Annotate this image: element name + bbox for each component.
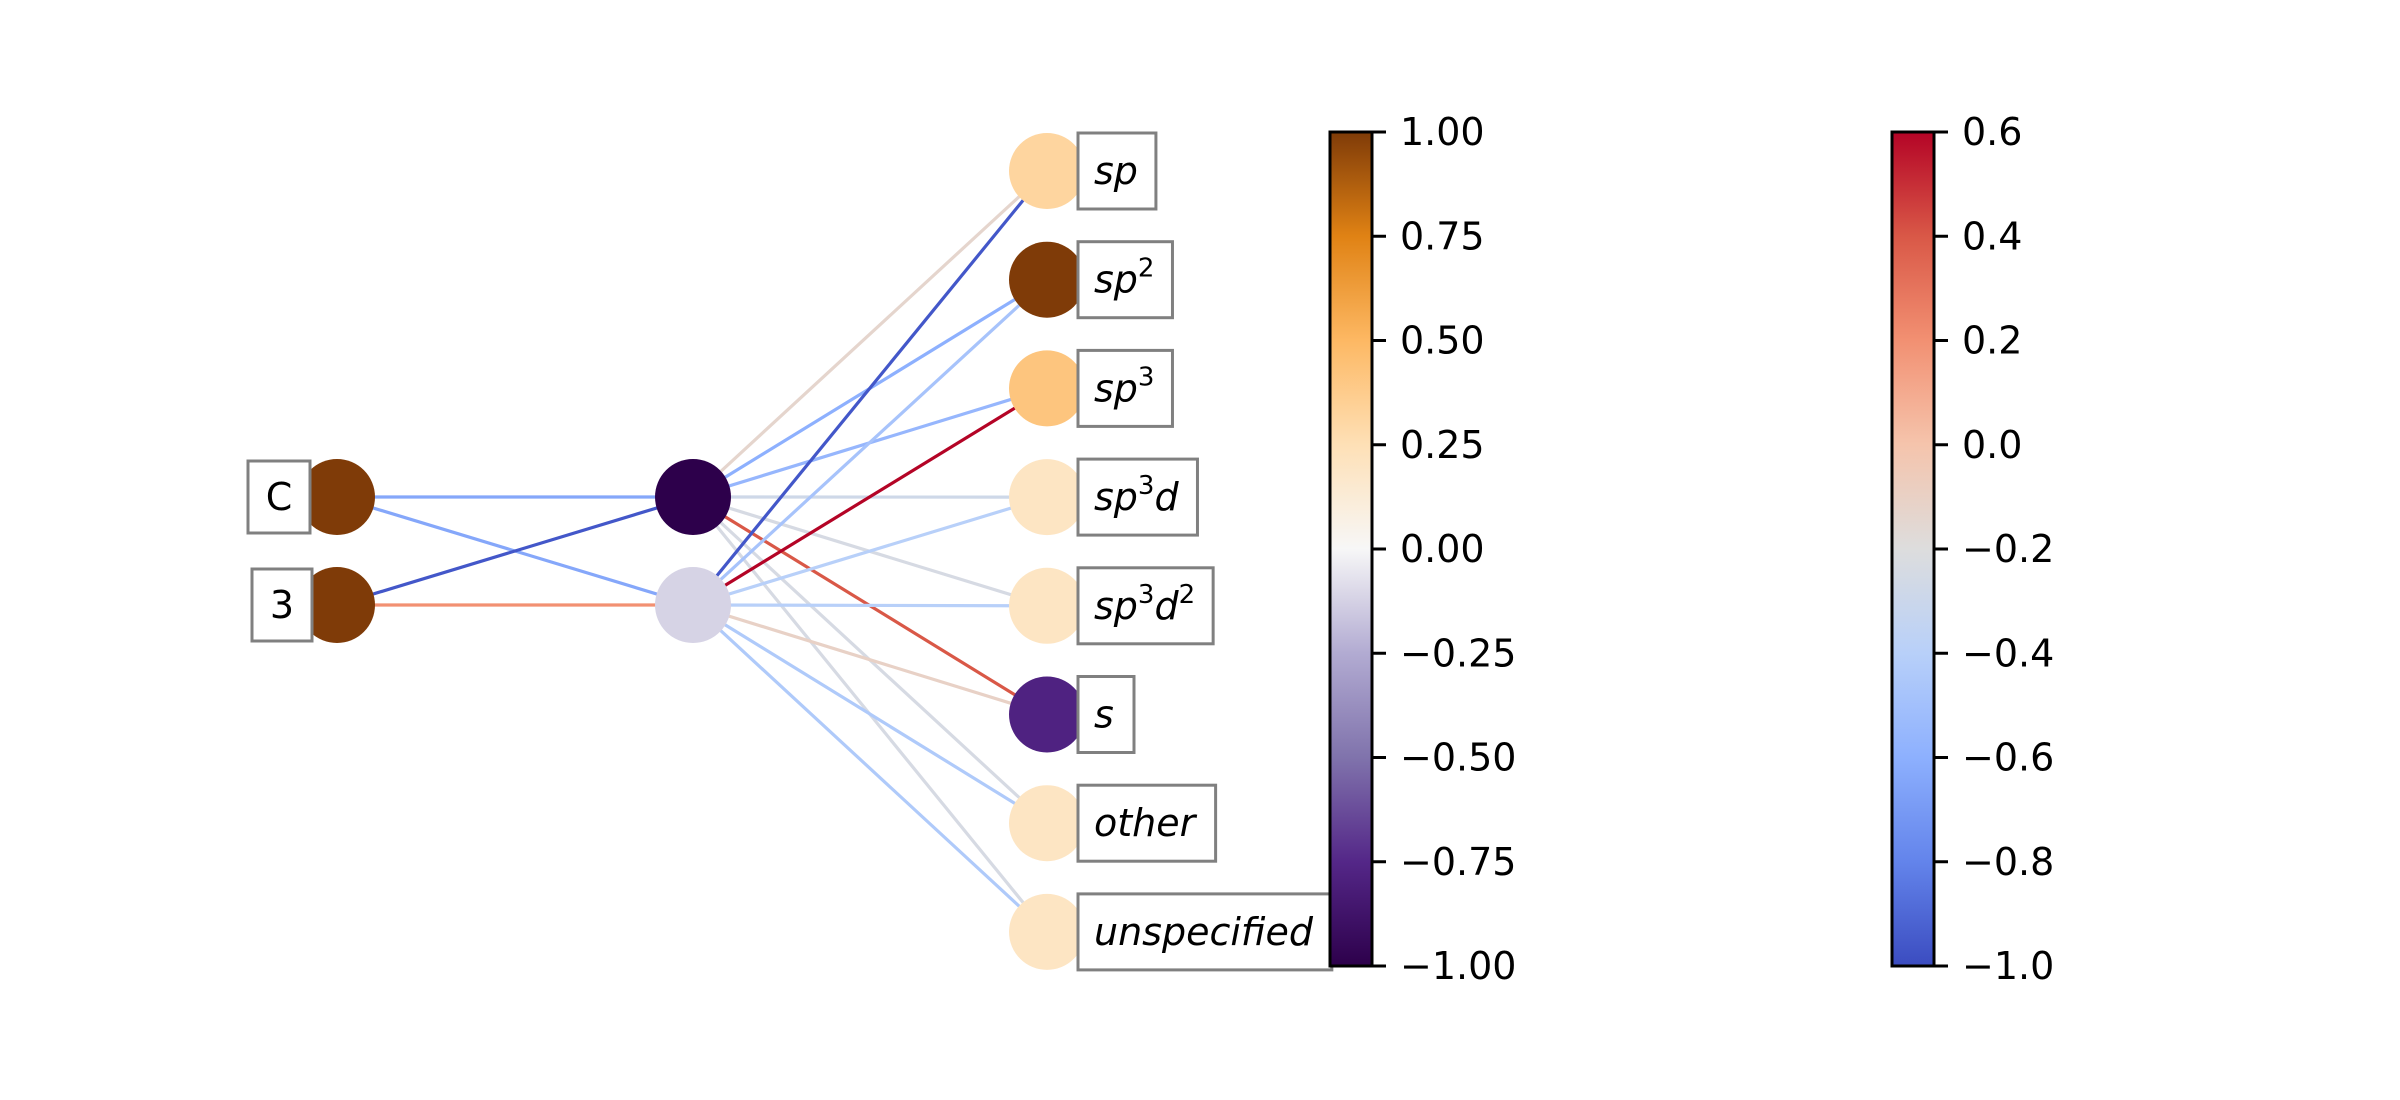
output-label-text: s bbox=[1094, 693, 1114, 737]
edge-input-hidden-2 bbox=[336, 495, 694, 607]
colorbar-tick-label: 0.75 bbox=[1400, 214, 1485, 258]
output-node bbox=[1009, 133, 1085, 209]
output-label-text: sp3 bbox=[1094, 362, 1154, 410]
colorbar-tick-label: −1.00 bbox=[1400, 944, 1516, 988]
edge-hidden-output-12 bbox=[692, 603, 1048, 608]
edge-hidden-output-13 bbox=[692, 603, 1048, 717]
output-label-text: other bbox=[1094, 801, 1198, 845]
node-colorbar-ticks: 1.00 0.75 0.50 0.25 0.00 −0.25 −0.50 −0.75 −1.00 bbox=[1372, 110, 1516, 988]
edge-hidden-output-10 bbox=[692, 387, 1048, 607]
output-label-box bbox=[1076, 675, 1136, 754]
output-label: s bbox=[1076, 675, 1136, 754]
input-label: C bbox=[266, 475, 293, 519]
colorbar-tick-label: 0.2 bbox=[1962, 319, 2022, 363]
edge-hidden-output-0 bbox=[691, 169, 1049, 499]
edge-hidden-output-8 bbox=[691, 169, 1049, 607]
output-label: sp3 bbox=[1076, 348, 1174, 428]
colorbar-tick-label: −0.25 bbox=[1400, 631, 1516, 675]
output-node bbox=[1009, 676, 1085, 753]
node-colorbar: 1.00 0.75 0.50 0.25 0.00 −0.25 −0.50 −0.75 −1.00 bbox=[1328, 110, 1516, 988]
output-node bbox=[1009, 459, 1085, 536]
output-label: sp bbox=[1076, 131, 1158, 211]
edge-colorbar-gradient bbox=[1892, 132, 1934, 966]
colorbar-tick-label: 0.00 bbox=[1400, 527, 1485, 571]
input-label: 3 bbox=[270, 583, 294, 627]
colorbar-tick-label: −0.50 bbox=[1400, 736, 1516, 780]
edge-colorbar: 0.6 0.4 0.2 0.0 −0.2 −0.4 −0.6 −0.8 −1.0 bbox=[1890, 110, 2054, 988]
input-node bbox=[299, 459, 375, 535]
colorbar-tick-label: −0.4 bbox=[1962, 631, 2054, 675]
output-label: other bbox=[1076, 783, 1218, 863]
output-label-text: unspecified bbox=[1094, 910, 1314, 954]
colorbar-tick-label: 1.00 bbox=[1400, 110, 1485, 154]
colorbar-tick-label: −1.0 bbox=[1962, 944, 2054, 988]
output-label-text: sp2 bbox=[1094, 254, 1154, 302]
output-node bbox=[1009, 893, 1085, 970]
output-label-box bbox=[1076, 348, 1174, 428]
output-node bbox=[1009, 567, 1085, 644]
input-node bbox=[299, 567, 375, 643]
output-label-box bbox=[1076, 783, 1218, 863]
label-layer: C 3 sp sp2 sp3 sp3d sp3d2 s other unspecified bbox=[246, 131, 1334, 972]
input-label-box bbox=[246, 459, 312, 535]
output-label-box bbox=[1076, 240, 1174, 320]
output-node bbox=[1009, 241, 1085, 318]
colorbar-tick-label: 0.6 bbox=[1962, 110, 2022, 154]
colorbar-tick-label: 0.25 bbox=[1400, 423, 1485, 467]
colorbar-tick-label: 0.4 bbox=[1962, 214, 2022, 258]
output-label: sp3d bbox=[1076, 457, 1199, 537]
output-label: unspecified bbox=[1076, 892, 1334, 972]
node-colorbar-gradient bbox=[1330, 132, 1372, 966]
colorbar-tick-label: −0.8 bbox=[1962, 840, 2054, 884]
edge-colorbar-ticks: 0.6 0.4 0.2 0.0 −0.2 −0.4 −0.6 −0.8 −1.0 bbox=[1934, 110, 2054, 988]
output-label: sp3d2 bbox=[1076, 566, 1215, 646]
hidden-node bbox=[655, 459, 731, 535]
output-label-text: sp bbox=[1094, 149, 1138, 193]
colorbar-tick-label: 0.0 bbox=[1962, 423, 2022, 467]
output-label-text: sp3d bbox=[1094, 471, 1179, 519]
colorbar-tick-label: 0.50 bbox=[1400, 319, 1485, 363]
hidden-node bbox=[655, 567, 731, 643]
node-layer bbox=[299, 133, 1085, 970]
output-label-text: sp3d2 bbox=[1094, 580, 1195, 628]
output-label-box bbox=[1076, 457, 1199, 537]
edge-hidden-output-9 bbox=[691, 278, 1049, 607]
edge-hidden-output-14 bbox=[692, 603, 1048, 825]
edge-hidden-output-11 bbox=[692, 495, 1048, 607]
input-label-box bbox=[250, 567, 314, 643]
output-node bbox=[1009, 350, 1085, 427]
colorbar-tick-label: −0.2 bbox=[1962, 527, 2054, 571]
output-label: sp2 bbox=[1076, 240, 1174, 320]
output-label-box bbox=[1076, 566, 1215, 646]
edge-hidden-output-15 bbox=[691, 603, 1049, 934]
edge-layer bbox=[336, 169, 1049, 934]
output-node bbox=[1009, 785, 1085, 862]
colorbar-tick-label: −0.6 bbox=[1962, 736, 2054, 780]
colorbar-tick-label: −0.75 bbox=[1400, 840, 1516, 884]
output-label-box bbox=[1076, 131, 1158, 211]
output-label-box bbox=[1076, 892, 1334, 972]
